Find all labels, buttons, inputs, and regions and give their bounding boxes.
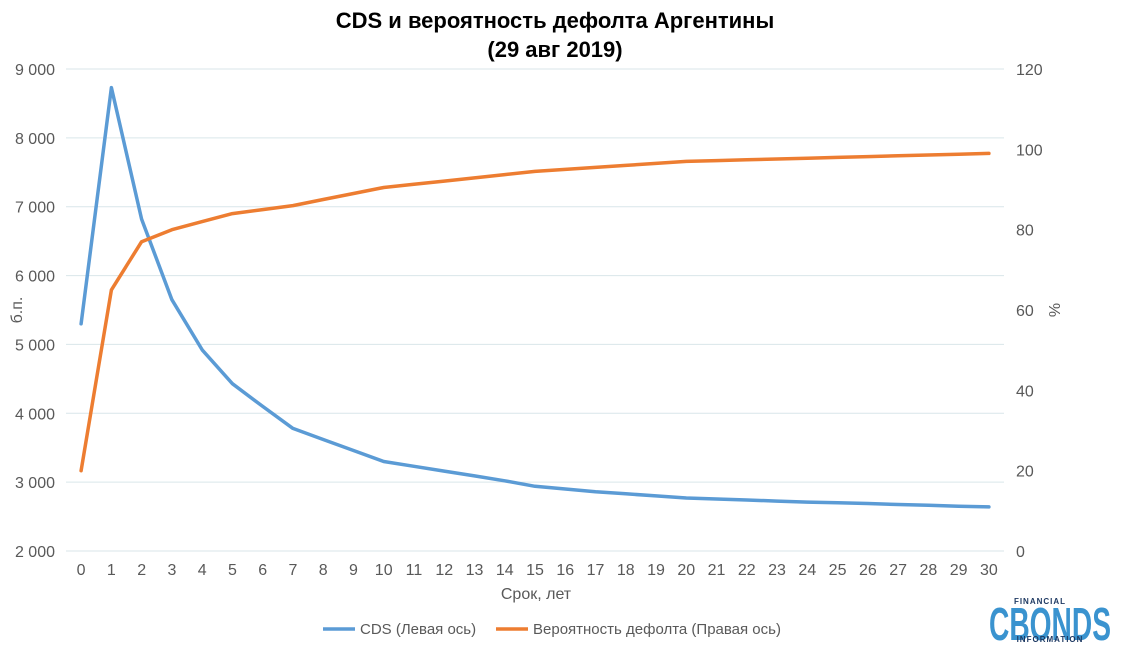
x-tick-label: 1 xyxy=(107,562,116,579)
right-tick-label: 20 xyxy=(1016,464,1034,481)
left-axis-ticks: 2 000 3 000 4 000 5 000 6 000 7 000 8 000 9 000 xyxy=(15,62,55,561)
x-tick-label: 21 xyxy=(708,562,726,579)
series-lines xyxy=(79,85,991,509)
right-axis-title: % xyxy=(1047,303,1064,317)
x-tick-label: 22 xyxy=(738,562,756,579)
x-tick-label: 20 xyxy=(677,562,695,579)
x-tick-label: 6 xyxy=(258,562,267,579)
x-tick-label: 11 xyxy=(406,562,423,579)
legend-label-cds: CDS (Левая ось) xyxy=(360,621,476,638)
right-tick-label: 100 xyxy=(1016,142,1043,159)
x-tick-label: 14 xyxy=(496,562,514,579)
x-tick-label: 8 xyxy=(319,562,328,579)
right-tick-label: 120 xyxy=(1016,62,1043,79)
x-tick-label: 3 xyxy=(167,562,176,579)
x-tick-label: 30 xyxy=(980,562,998,579)
left-tick-label: 8 000 xyxy=(15,131,55,148)
logo-bottom-text: INFORMATION xyxy=(1017,635,1084,644)
logo-main-text: CBONDS xyxy=(989,598,1111,650)
x-tick-label: 10 xyxy=(375,562,393,579)
chart-title-line1: CDS и вероятность дефолта Аргентины xyxy=(336,8,775,33)
x-tick-label: 15 xyxy=(526,562,544,579)
x-tick-label: 12 xyxy=(435,562,453,579)
x-axis-ticks: 0 1 2 3 4 5 6 7 8 9 10 11 12 13 14 15 16 17 18 19 20 21 22 23 24… xyxy=(77,562,998,579)
left-tick-label: 6 000 xyxy=(15,269,55,286)
x-tick-label: 24 xyxy=(798,562,816,579)
x-tick-label: 13 xyxy=(466,562,484,579)
x-tick-label: 17 xyxy=(587,562,605,579)
cbonds-logo: FINANCIAL CBONDS INFORMATION xyxy=(989,597,1111,650)
x-tick-label: 26 xyxy=(859,562,877,579)
right-axis-ticks: 0 20 40 60 80 100 120 xyxy=(1016,62,1043,561)
left-tick-label: 7 000 xyxy=(15,200,55,217)
x-tick-label: 16 xyxy=(556,562,574,579)
x-tick-label: 18 xyxy=(617,562,635,579)
series-line-default-probability xyxy=(79,151,991,473)
x-tick-label: 25 xyxy=(829,562,847,579)
x-tick-label: 9 xyxy=(349,562,358,579)
right-tick-label: 0 xyxy=(1016,544,1025,561)
x-tick-label: 19 xyxy=(647,562,665,579)
x-tick-label: 5 xyxy=(228,562,237,579)
x-tick-label: 27 xyxy=(889,562,907,579)
x-tick-label: 28 xyxy=(919,562,937,579)
gridlines xyxy=(66,68,1004,552)
right-tick-label: 80 xyxy=(1016,223,1034,240)
x-tick-label: 4 xyxy=(198,562,207,579)
left-tick-label: 3 000 xyxy=(15,475,55,492)
chart-title-line2: (29 авг 2019) xyxy=(487,37,622,62)
x-axis-title: Срок, лет xyxy=(501,586,572,603)
right-tick-label: 60 xyxy=(1016,303,1034,320)
series-line-cds xyxy=(79,85,991,509)
left-tick-label: 2 000 xyxy=(15,544,55,561)
legend: CDS (Левая ось) Вероятность дефолта (Пра… xyxy=(323,621,781,638)
right-tick-label: 40 xyxy=(1016,383,1034,400)
left-tick-label: 4 000 xyxy=(15,406,55,423)
left-axis-title: б.п. xyxy=(9,297,26,324)
left-tick-label: 9 000 xyxy=(15,62,55,79)
x-tick-label: 29 xyxy=(950,562,968,579)
left-tick-label: 5 000 xyxy=(15,337,55,354)
legend-label-probability: Вероятность дефолта (Правая ось) xyxy=(533,621,781,638)
logo-top-text: FINANCIAL xyxy=(1014,597,1066,606)
x-tick-label: 0 xyxy=(77,562,86,579)
x-tick-label: 2 xyxy=(137,562,146,579)
x-tick-label: 7 xyxy=(288,562,297,579)
x-tick-label: 23 xyxy=(768,562,786,579)
